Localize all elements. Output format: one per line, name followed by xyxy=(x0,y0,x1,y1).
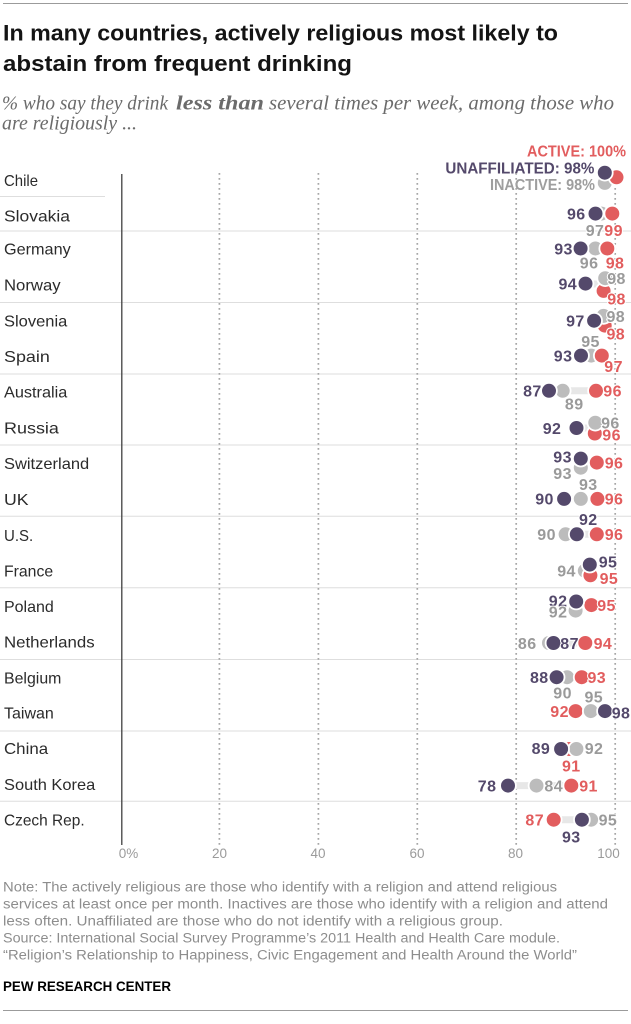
svg-text:98: 98 xyxy=(612,705,631,722)
svg-text:96: 96 xyxy=(605,455,624,472)
svg-text:93: 93 xyxy=(554,241,573,258)
svg-text:88: 88 xyxy=(530,670,549,687)
svg-text:95: 95 xyxy=(597,598,616,615)
svg-text:Note: The actively religious a: Note: The actively religious are those w… xyxy=(3,880,557,895)
svg-text:93: 93 xyxy=(579,477,598,494)
svg-text:Norway: Norway xyxy=(4,278,61,295)
svg-text:INACTIVE: 98%: INACTIVE: 98% xyxy=(490,177,595,194)
svg-text:Switzerland: Switzerland xyxy=(4,456,89,473)
svg-text:98: 98 xyxy=(607,291,626,308)
svg-text:95: 95 xyxy=(599,813,618,830)
svg-text:90: 90 xyxy=(537,527,556,544)
svg-text:91: 91 xyxy=(562,758,581,775)
svg-text:Slovakia: Slovakia xyxy=(4,208,70,225)
svg-text:96: 96 xyxy=(567,206,586,223)
svg-text:94: 94 xyxy=(594,636,613,653)
svg-text:20: 20 xyxy=(212,846,227,861)
svg-text:PEW RESEARCH CENTER: PEW RESEARCH CENTER xyxy=(3,979,171,994)
svg-text:Spain: Spain xyxy=(4,349,50,366)
svg-text:91: 91 xyxy=(579,778,598,795)
svg-text:89: 89 xyxy=(565,397,584,414)
svg-text:93: 93 xyxy=(553,466,572,483)
svg-text:95: 95 xyxy=(599,554,618,571)
svg-text:Chile: Chile xyxy=(4,173,38,190)
svg-text:UK: UK xyxy=(4,492,29,509)
svg-text:services at least once per mon: services at least once per month. Inacti… xyxy=(3,897,608,912)
svg-text:In many countries, actively re: In many countries, actively religious mo… xyxy=(3,21,558,46)
svg-text:92: 92 xyxy=(585,741,604,758)
svg-text:87: 87 xyxy=(560,636,579,653)
svg-text:Russia: Russia xyxy=(4,421,59,438)
svg-text:93: 93 xyxy=(554,348,573,365)
svg-text:less than: less than xyxy=(176,92,264,114)
svg-text:U.S.: U.S. xyxy=(4,528,33,545)
svg-text:Australia: Australia xyxy=(4,385,67,402)
svg-text:93: 93 xyxy=(587,670,606,687)
svg-text:98: 98 xyxy=(606,327,625,344)
svg-text:92: 92 xyxy=(550,704,569,721)
svg-text:96: 96 xyxy=(602,427,621,444)
svg-text:89: 89 xyxy=(532,741,551,758)
svg-text:96: 96 xyxy=(603,384,622,401)
svg-text:% who say they drink: % who say they drink xyxy=(2,92,169,114)
svg-text:92: 92 xyxy=(543,421,562,438)
svg-text:96: 96 xyxy=(580,256,599,273)
svg-text:ACTIVE: 100%: ACTIVE: 100% xyxy=(527,144,626,161)
svg-text:Source: International Social S: Source: International Social Survey Prog… xyxy=(3,931,560,946)
svg-text:Czech Rep.: Czech Rep. xyxy=(4,812,85,829)
svg-text:40: 40 xyxy=(310,846,325,861)
svg-text:97: 97 xyxy=(604,359,623,376)
svg-text:several times per week, among: several times per week, among those who xyxy=(269,92,614,114)
svg-text:Slovenia: Slovenia xyxy=(4,314,67,331)
svg-text:96: 96 xyxy=(605,492,624,509)
svg-text:UNAFFILIATED: 98%: UNAFFILIATED: 98% xyxy=(445,161,594,178)
svg-text:90: 90 xyxy=(535,492,554,509)
svg-text:96: 96 xyxy=(601,416,620,433)
svg-text:90: 90 xyxy=(553,686,572,703)
svg-text:97: 97 xyxy=(566,314,585,331)
svg-text:Germany: Germany xyxy=(4,242,71,259)
svg-text:84: 84 xyxy=(544,778,563,795)
svg-text:87: 87 xyxy=(525,813,544,830)
svg-text:92: 92 xyxy=(549,605,568,622)
svg-text:are religiously ...: are religiously ... xyxy=(2,113,137,135)
svg-text:“Religion’s Relationship to Ha: “Religion’s Relationship to Happiness, C… xyxy=(3,948,577,963)
svg-text:95: 95 xyxy=(600,571,619,588)
svg-text:0%: 0% xyxy=(119,846,139,861)
svg-text:98: 98 xyxy=(607,271,626,288)
svg-text:Taiwan: Taiwan xyxy=(4,706,54,723)
svg-text:South Korea: South Korea xyxy=(4,777,95,794)
svg-text:China: China xyxy=(4,741,48,758)
svg-text:abstain from frequent drinking: abstain from frequent drinking xyxy=(3,51,352,76)
svg-text:Belgium: Belgium xyxy=(4,670,61,687)
svg-text:95: 95 xyxy=(584,689,603,706)
svg-text:60: 60 xyxy=(409,846,424,861)
svg-text:78: 78 xyxy=(478,778,497,795)
svg-text:99: 99 xyxy=(604,223,623,240)
svg-text:Poland: Poland xyxy=(4,599,54,616)
svg-text:86: 86 xyxy=(518,636,537,653)
svg-text:93: 93 xyxy=(562,830,581,847)
svg-text:87: 87 xyxy=(523,384,542,401)
svg-text:80: 80 xyxy=(508,846,523,861)
svg-text:94: 94 xyxy=(557,563,576,580)
svg-text:France: France xyxy=(4,563,53,580)
svg-text:Netherlands: Netherlands xyxy=(4,634,95,651)
svg-text:93: 93 xyxy=(553,449,572,466)
svg-text:98: 98 xyxy=(606,309,625,326)
svg-text:96: 96 xyxy=(605,527,624,544)
svg-text:92: 92 xyxy=(579,512,598,529)
svg-text:94: 94 xyxy=(558,276,577,293)
svg-text:92: 92 xyxy=(549,593,568,610)
svg-text:95: 95 xyxy=(581,334,600,351)
svg-text:100: 100 xyxy=(597,846,620,861)
svg-text:less often. Unaffiliated are t: less often. Unaffiliated are those who d… xyxy=(3,914,503,929)
svg-text:98: 98 xyxy=(606,256,625,273)
svg-text:97: 97 xyxy=(586,223,605,240)
